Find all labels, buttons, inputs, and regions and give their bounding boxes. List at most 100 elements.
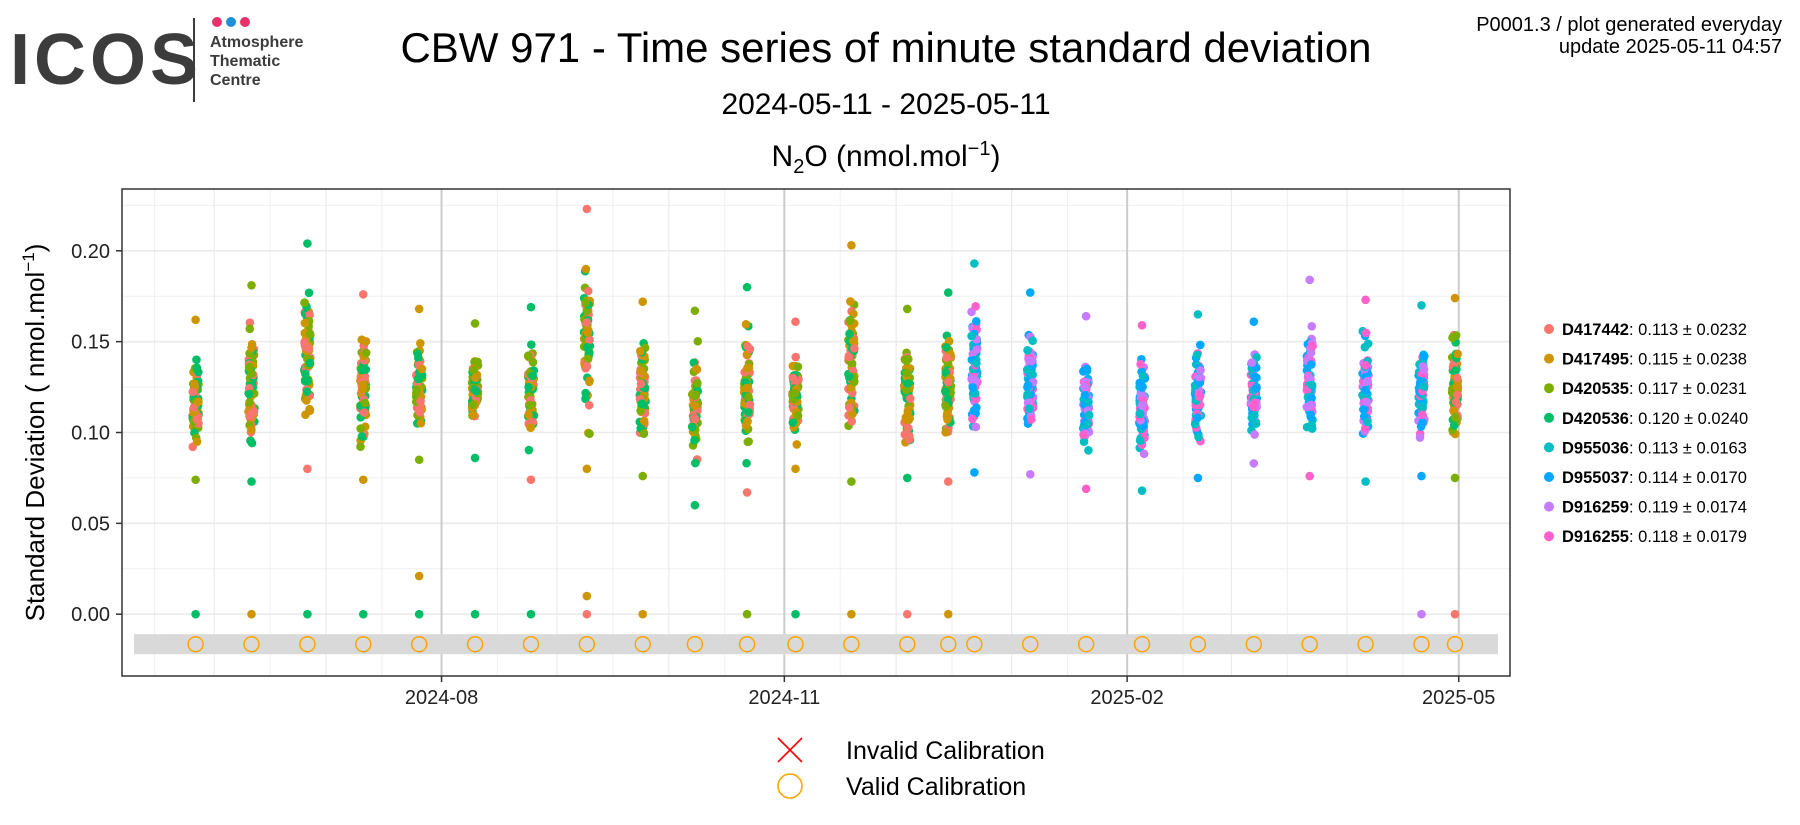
data-point [581,264,591,274]
calibration-marker-valid [686,635,704,653]
data-point [1451,397,1461,407]
data-point [583,354,593,364]
data-point [1418,402,1427,411]
data-point [690,306,700,316]
data-point [247,609,256,619]
data-point [971,376,980,386]
data-point [693,378,702,388]
data-point [585,429,594,439]
data-point [1192,350,1202,360]
data-point [1362,376,1372,386]
calibration-marker-valid [1413,635,1430,653]
calibration-marker-valid [940,635,957,653]
data-point [1450,293,1460,303]
data-point [1080,382,1089,392]
data-point [305,358,315,368]
data-point [245,318,255,327]
data-point [524,445,534,455]
data-point [1419,382,1429,391]
data-point [247,343,256,353]
data-point [972,345,982,354]
data-point [1193,310,1203,319]
data-point [1452,382,1462,391]
data-point [526,302,536,312]
data-point [968,414,977,424]
data-point [357,335,367,344]
data-point [1361,385,1370,395]
data-point [1305,471,1314,481]
data-point [303,609,312,619]
data-point [247,281,256,290]
calibration-marker-valid [1357,635,1374,653]
data-point [247,408,257,418]
legend-label: D955037: 0.114 ± 0.0170 [1562,469,1747,487]
data-point [971,317,981,326]
data-point [468,400,478,410]
data-point [690,401,700,411]
data-point [300,338,309,347]
data-point [247,438,257,448]
data-point [744,437,753,446]
data-point [793,362,803,372]
legend-swatch [1544,501,1554,512]
data-point [244,362,254,372]
data-point [583,325,593,335]
data-point [417,364,427,374]
data-point [788,373,798,383]
data-point [1084,445,1093,455]
data-point [245,397,254,407]
legend-label: D916259: 0.119 ± 0.0174 [1562,499,1747,517]
calibration-marker-valid [299,635,316,653]
data-point [1361,361,1370,370]
species-label: N2O (nmol.mol−1) [771,138,1001,178]
data-point [791,609,800,619]
data-point [585,376,594,385]
data-point [1079,367,1088,376]
calibration-marker-valid [410,635,428,653]
y-axis-title: Standard Deviation ( nmol.mol−1) [19,244,50,622]
data-point [639,416,649,426]
data-point [742,458,751,468]
calibration-band [134,634,1498,655]
data-point [524,410,533,420]
data-point [302,387,312,396]
data-point [693,336,703,346]
data-point [247,369,256,379]
data-point [304,344,314,353]
data-point [1081,311,1091,321]
data-point [525,400,535,410]
logo-dot [212,17,222,27]
data-point [1190,419,1200,429]
data-point [192,437,202,447]
data-point [691,458,700,468]
data-point [900,355,910,364]
data-point [191,475,200,485]
data-point [971,302,980,311]
data-point [582,464,592,474]
data-point [581,298,590,307]
data-point [788,418,798,427]
data-point [247,425,256,434]
data-point [971,422,981,432]
data-point [1308,341,1317,351]
legend-label: D916255: 0.118 ± 0.0179 [1562,528,1747,546]
data-point [1361,295,1370,305]
calibration-marker-valid [1133,635,1151,653]
data-point [528,357,538,367]
data-point [903,423,913,433]
data-point [1249,402,1258,412]
data-point [1450,413,1460,422]
calibration-marker-valid [243,635,260,653]
data-point [1027,369,1037,379]
data-point [943,415,952,424]
data-point [941,402,951,411]
data-point [194,397,203,407]
data-point [191,315,200,325]
data-point [637,399,647,408]
data-point [1450,609,1460,619]
data-point [943,394,953,404]
data-point [1193,413,1202,422]
data-point [305,329,315,339]
x-tick-label: 2024-08 [405,687,478,709]
data-point [900,430,910,439]
